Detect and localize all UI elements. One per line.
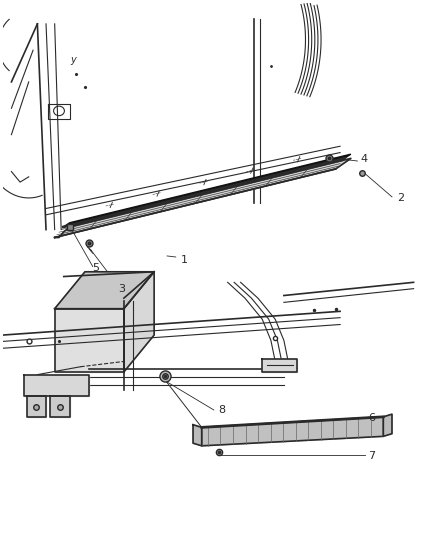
Polygon shape bbox=[262, 359, 297, 372]
Polygon shape bbox=[383, 414, 392, 437]
Text: 1: 1 bbox=[181, 255, 188, 265]
Polygon shape bbox=[55, 272, 154, 309]
Text: 5: 5 bbox=[92, 263, 99, 273]
Polygon shape bbox=[55, 158, 351, 238]
Text: 3: 3 bbox=[118, 284, 125, 294]
Text: 4: 4 bbox=[361, 154, 368, 164]
Polygon shape bbox=[64, 154, 351, 227]
Text: 6: 6 bbox=[368, 413, 375, 423]
Polygon shape bbox=[27, 395, 46, 417]
Polygon shape bbox=[55, 309, 124, 372]
Polygon shape bbox=[202, 417, 383, 446]
Text: 7: 7 bbox=[368, 451, 375, 461]
Polygon shape bbox=[193, 425, 202, 446]
Text: y: y bbox=[70, 55, 76, 66]
Polygon shape bbox=[25, 375, 89, 395]
Text: 2: 2 bbox=[397, 192, 404, 203]
Polygon shape bbox=[124, 272, 154, 372]
Polygon shape bbox=[50, 395, 70, 417]
Text: 8: 8 bbox=[218, 405, 225, 415]
